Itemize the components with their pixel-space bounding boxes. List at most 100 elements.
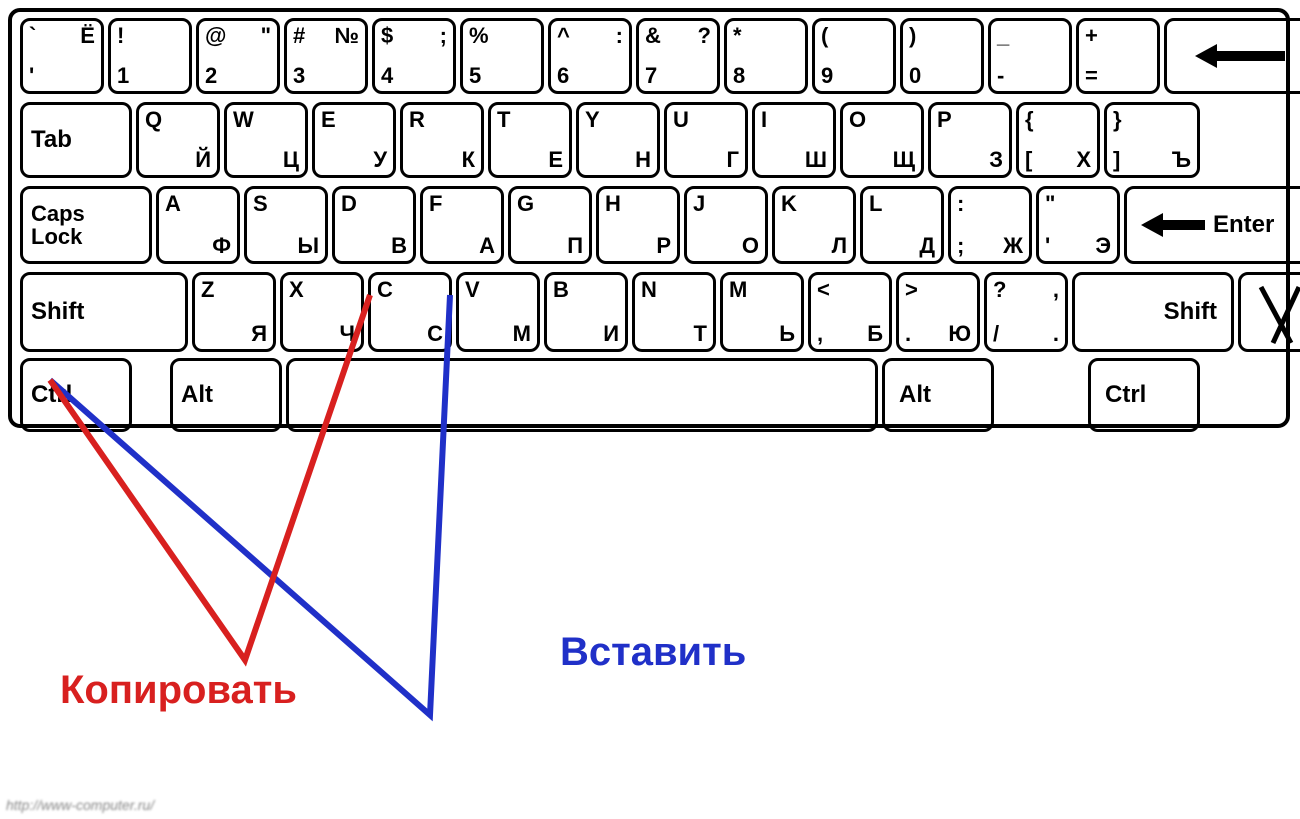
key-f[interactable]: FА <box>420 186 504 264</box>
key-label: Shift <box>31 298 84 326</box>
glyph-tr: ? <box>698 25 711 47</box>
glyph-tl: T <box>497 109 510 131</box>
glyph-br: Б <box>867 323 883 345</box>
glyph-br: Л <box>832 235 847 257</box>
key-2[interactable]: @"2 <box>196 18 280 94</box>
key-9[interactable]: (9 <box>812 18 896 94</box>
key-n[interactable]: NТ <box>632 272 716 352</box>
key-backslash[interactable] <box>1238 272 1300 352</box>
key-w[interactable]: WЦ <box>224 102 308 178</box>
key-ralt[interactable]: Alt <box>882 358 994 432</box>
key-t[interactable]: TЕ <box>488 102 572 178</box>
glyph-bl: 5 <box>469 65 481 87</box>
key-enter[interactable]: Enter <box>1124 186 1300 264</box>
glyph-br: Й <box>195 149 211 171</box>
glyph-tl: J <box>693 193 705 215</box>
key-comma[interactable]: <,Б <box>808 272 892 352</box>
key-quote[interactable]: "'Э <box>1036 186 1120 264</box>
key-rctrl[interactable]: Ctrl <box>1088 358 1200 432</box>
glyph-br: Я <box>251 323 267 345</box>
key-a[interactable]: AФ <box>156 186 240 264</box>
key-0[interactable]: )0 <box>900 18 984 94</box>
key-8[interactable]: *8 <box>724 18 808 94</box>
key-4[interactable]: $;4 <box>372 18 456 94</box>
glyph-br: Р <box>656 235 671 257</box>
glyph-tl: ? <box>993 279 1006 301</box>
key-i[interactable]: IШ <box>752 102 836 178</box>
key-space[interactable] <box>286 358 878 432</box>
key-o[interactable]: OЩ <box>840 102 924 178</box>
glyph-br: Ц <box>283 149 299 171</box>
key-tab[interactable]: Tab <box>20 102 132 178</box>
key-u[interactable]: UГ <box>664 102 748 178</box>
key-lctrl[interactable]: Ctrl <box>20 358 132 432</box>
backspace-arrow-icon <box>1195 44 1217 68</box>
key-5[interactable]: %5 <box>460 18 544 94</box>
glyph-br: Ш <box>805 149 827 171</box>
key-j[interactable]: JО <box>684 186 768 264</box>
glyph-bl: ] <box>1113 149 1120 171</box>
key-e[interactable]: EУ <box>312 102 396 178</box>
key-k[interactable]: KЛ <box>772 186 856 264</box>
glyph-tl: _ <box>997 25 1009 47</box>
key-minus[interactable]: _- <box>988 18 1072 94</box>
key-m[interactable]: MЬ <box>720 272 804 352</box>
key-v[interactable]: VМ <box>456 272 540 352</box>
key-b[interactable]: BИ <box>544 272 628 352</box>
glyph-tl: > <box>905 279 918 301</box>
key-y[interactable]: YН <box>576 102 660 178</box>
key-rshift[interactable]: Shift <box>1072 272 1234 352</box>
key-r[interactable]: RК <box>400 102 484 178</box>
glyph-tl: { <box>1025 109 1034 131</box>
key-s[interactable]: SЫ <box>244 186 328 264</box>
key-semicolon[interactable]: :;Ж <box>948 186 1032 264</box>
glyph-br: Ы <box>297 235 319 257</box>
key-g[interactable]: GП <box>508 186 592 264</box>
key-c[interactable]: CС <box>368 272 452 352</box>
key-l[interactable]: LД <box>860 186 944 264</box>
key-lalt[interactable]: Alt <box>170 358 282 432</box>
key-backspace[interactable] <box>1164 18 1300 94</box>
glyph-tl: Y <box>585 109 600 131</box>
key-6[interactable]: ^:6 <box>548 18 632 94</box>
key-rbracket[interactable]: }]Ъ <box>1104 102 1200 178</box>
glyph-br: О <box>742 235 759 257</box>
glyph-tl: S <box>253 193 268 215</box>
key-1[interactable]: !1 <box>108 18 192 94</box>
key-equals[interactable]: += <box>1076 18 1160 94</box>
glyph-tl: P <box>937 109 952 131</box>
glyph-tl: H <box>605 193 621 215</box>
glyph-bl: 6 <box>557 65 569 87</box>
glyph-tl: Q <box>145 109 162 131</box>
key-7[interactable]: &? 7 <box>636 18 720 94</box>
key-lbracket[interactable]: {[Х <box>1016 102 1100 178</box>
glyph-br: . <box>1053 323 1059 345</box>
glyph-tl: & <box>645 25 661 47</box>
key-z[interactable]: ZЯ <box>192 272 276 352</box>
glyph-tl: # <box>293 25 305 47</box>
glyph-tl: ! <box>117 25 124 47</box>
glyph-tl: V <box>465 279 480 301</box>
glyph-br: В <box>391 235 407 257</box>
glyph-tl: U <box>673 109 689 131</box>
key-lshift[interactable]: Shift <box>20 272 188 352</box>
key-slash[interactable]: ?,/. <box>984 272 1068 352</box>
glyph-bl: 2 <box>205 65 217 87</box>
key-label: Alt <box>181 381 213 409</box>
key-d[interactable]: DВ <box>332 186 416 264</box>
key-period[interactable]: >.Ю <box>896 272 980 352</box>
glyph-bl: 9 <box>821 65 833 87</box>
glyph-br: У <box>373 149 387 171</box>
enter-arrow-body-icon <box>1161 220 1205 230</box>
key-h[interactable]: HР <box>596 186 680 264</box>
key-p[interactable]: PЗ <box>928 102 1012 178</box>
glyph-tr: ; <box>440 25 447 47</box>
glyph-bl: 7 <box>645 65 657 87</box>
key-backtick[interactable]: `Ё' <box>20 18 104 94</box>
glyph-tl: K <box>781 193 797 215</box>
key-capslock[interactable]: Caps Lock <box>20 186 152 264</box>
key-q[interactable]: QЙ <box>136 102 220 178</box>
key-3[interactable]: #№3 <box>284 18 368 94</box>
glyph-br: С <box>427 323 443 345</box>
key-x[interactable]: XЧ <box>280 272 364 352</box>
